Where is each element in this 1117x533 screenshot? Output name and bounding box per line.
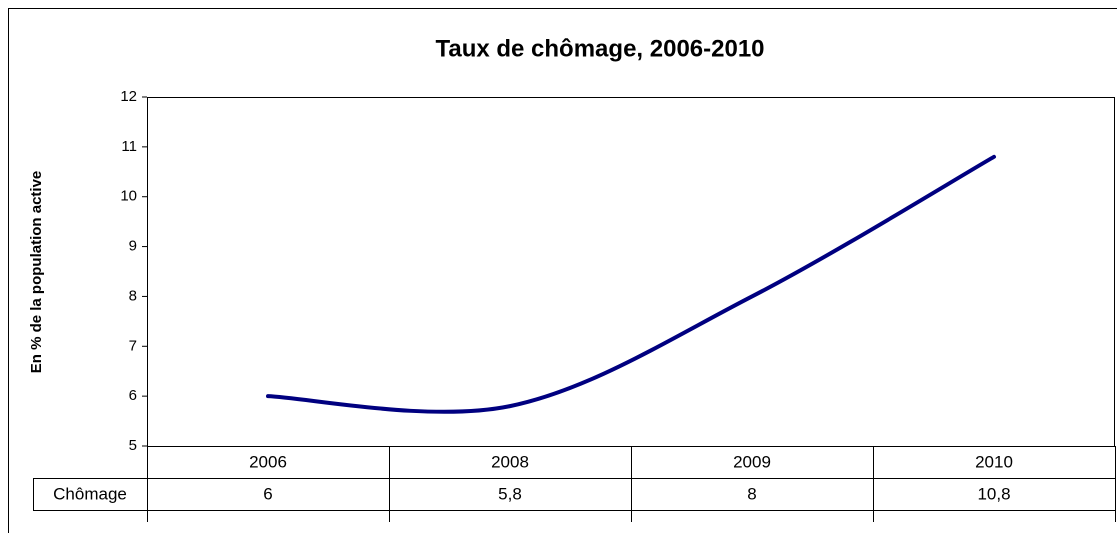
line-series bbox=[266, 154, 996, 414]
table-series-name: Chômage bbox=[53, 484, 127, 503]
y-tick-label: 8 bbox=[129, 287, 137, 304]
y-tick-label: 11 bbox=[121, 138, 137, 155]
y-tick-label: 12 bbox=[120, 88, 137, 105]
table-value: 5,8 bbox=[498, 484, 522, 503]
y-tick-label: 5 bbox=[129, 437, 137, 454]
x-tick-label: 2009 bbox=[733, 452, 771, 471]
table-value: 6 bbox=[263, 484, 272, 503]
y-tick-label: 7 bbox=[129, 337, 137, 354]
y-tick-label: 10 bbox=[120, 188, 137, 205]
y-axis-label: En % de la population active bbox=[28, 171, 45, 374]
x-tick-label: 2006 bbox=[249, 452, 287, 471]
chart-title: Taux de chômage, 2006-2010 bbox=[435, 35, 764, 62]
x-tick-label: 2008 bbox=[491, 452, 529, 471]
chart-border bbox=[8, 8, 1117, 533]
x-tick-label: 2010 bbox=[975, 452, 1013, 471]
table-value: 10,8 bbox=[977, 484, 1010, 503]
y-tick-label: 9 bbox=[129, 238, 137, 255]
table-value: 8 bbox=[747, 484, 756, 503]
y-tick-label: 6 bbox=[129, 387, 137, 404]
